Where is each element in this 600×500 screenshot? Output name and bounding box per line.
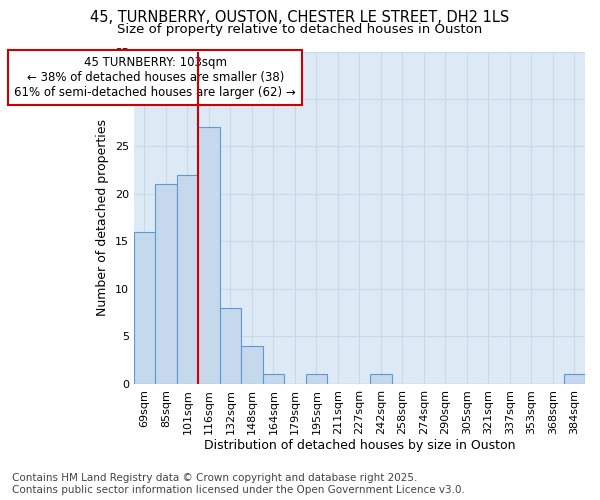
Bar bbox=[563, 374, 585, 384]
Bar bbox=[220, 308, 241, 384]
Text: Size of property relative to detached houses in Ouston: Size of property relative to detached ho… bbox=[118, 22, 482, 36]
Y-axis label: Number of detached properties: Number of detached properties bbox=[96, 119, 109, 316]
Text: 45, TURNBERRY, OUSTON, CHESTER LE STREET, DH2 1LS: 45, TURNBERRY, OUSTON, CHESTER LE STREET… bbox=[91, 10, 509, 25]
Bar bbox=[198, 128, 220, 384]
Bar bbox=[134, 232, 155, 384]
Bar bbox=[241, 346, 263, 384]
Bar bbox=[370, 374, 392, 384]
Text: 45 TURNBERRY: 103sqm
← 38% of detached houses are smaller (38)
61% of semi-detac: 45 TURNBERRY: 103sqm ← 38% of detached h… bbox=[14, 56, 296, 99]
Text: Contains HM Land Registry data © Crown copyright and database right 2025.
Contai: Contains HM Land Registry data © Crown c… bbox=[12, 474, 465, 495]
Bar bbox=[305, 374, 327, 384]
Bar bbox=[155, 184, 177, 384]
X-axis label: Distribution of detached houses by size in Ouston: Distribution of detached houses by size … bbox=[203, 440, 515, 452]
Bar bbox=[263, 374, 284, 384]
Bar bbox=[177, 175, 198, 384]
